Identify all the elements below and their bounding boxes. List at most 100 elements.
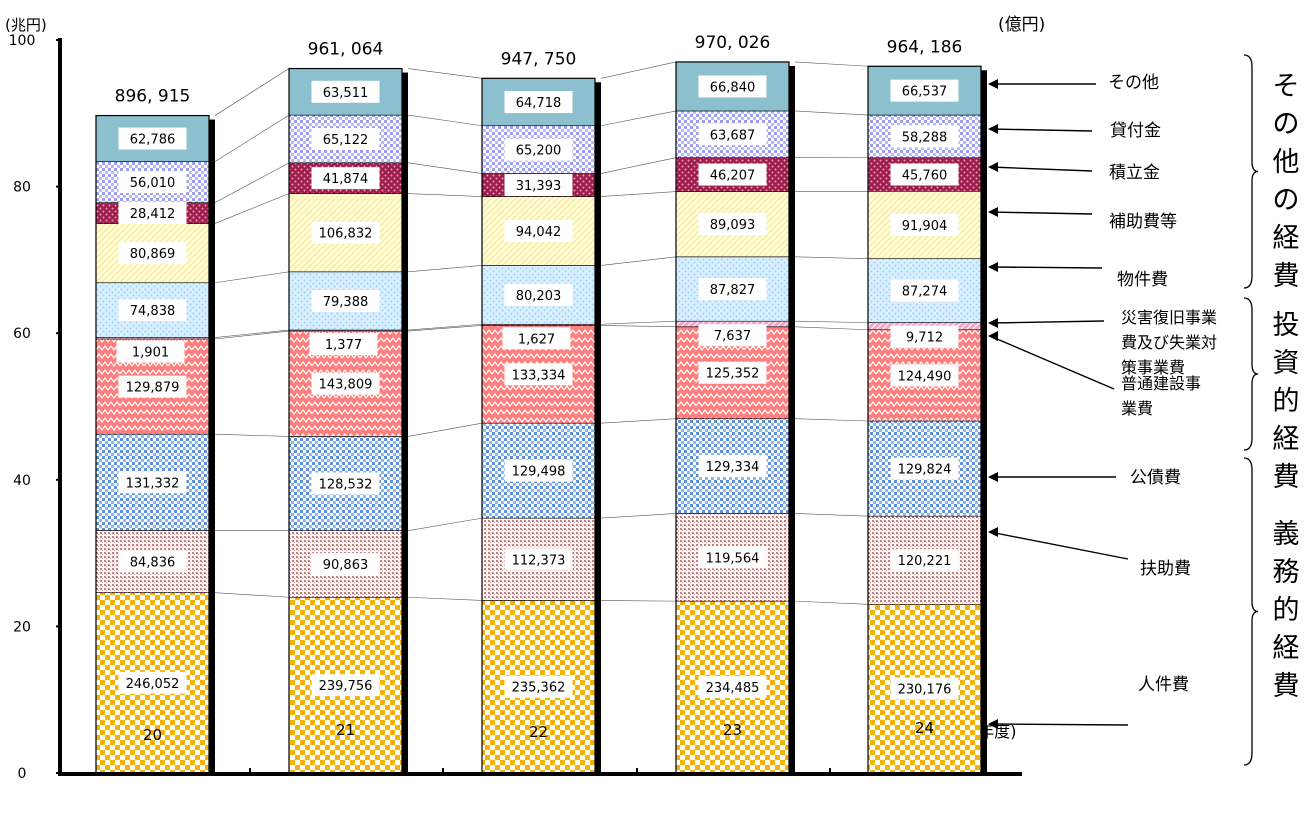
group-label-0: 費 <box>1273 261 1300 292</box>
data-label-box <box>504 675 573 698</box>
y-tick-label: 0 <box>18 766 27 782</box>
value-unit-label: (億円) <box>998 15 1045 35</box>
data-label-0-3: 234,485 <box>706 681 760 696</box>
bar-shadow <box>595 82 601 775</box>
data-label-box <box>698 163 767 186</box>
data-label-1-4: 120,221 <box>898 554 952 569</box>
connector-line <box>407 596 483 601</box>
data-label-4-2: 1,627 <box>518 332 555 347</box>
data-label-8-2: 65,200 <box>516 144 562 159</box>
group-label-2: 的 <box>1273 595 1300 626</box>
data-label-box <box>118 171 187 194</box>
data-label-box <box>118 375 187 398</box>
connector-line <box>407 323 483 331</box>
data-label-8-0: 56,010 <box>130 176 176 191</box>
data-label-box <box>311 167 380 190</box>
data-label-9-0: 62,786 <box>130 133 176 148</box>
data-label-2-2: 129,498 <box>512 465 566 480</box>
legend-arrowhead <box>988 79 998 89</box>
group-label-1: 経 <box>1273 424 1300 455</box>
data-label-box <box>698 676 767 699</box>
connector-line <box>600 418 677 424</box>
legend-label-1: 貸付金 <box>1110 121 1161 141</box>
data-label-box <box>118 242 187 265</box>
bar-shadow <box>402 72 408 775</box>
axes-layer: 0 20 40 60 80 100 20 21 22 23 24 <box>9 33 1022 782</box>
connector-line <box>407 193 483 197</box>
data-label-box <box>698 123 767 146</box>
legend-label-3: 補助費等 <box>1109 212 1177 232</box>
connector-line <box>794 320 869 323</box>
data-label-3-0: 129,879 <box>126 381 180 396</box>
data-label-1-1: 90,863 <box>323 558 369 573</box>
data-label-box <box>698 75 767 98</box>
data-label-box <box>698 324 767 347</box>
connector-line <box>794 600 869 605</box>
group-label-0: の <box>1273 185 1300 216</box>
y-unit-label: (兆円) <box>5 16 47 34</box>
connector-line <box>214 193 290 224</box>
data-label-box <box>890 457 959 480</box>
data-label-box <box>311 372 380 395</box>
group-brace <box>1243 54 1259 289</box>
legend-arrowhead <box>988 162 998 172</box>
connector-line <box>600 157 677 174</box>
bar-total-3: 970, 026 <box>695 33 771 53</box>
legend-label-5: 策事業費 <box>1121 358 1185 377</box>
data-label-9-2: 64,718 <box>516 96 562 111</box>
data-label-box <box>698 213 767 236</box>
data-label-box <box>311 289 380 312</box>
data-label-0-2: 235,362 <box>512 681 566 696</box>
group-label-0: 他 <box>1273 147 1300 178</box>
data-label-5-2: 80,203 <box>516 289 562 304</box>
data-label-box <box>698 278 767 301</box>
data-label-7-0: 28,412 <box>130 207 176 222</box>
connector-line <box>600 191 677 197</box>
data-label-box <box>118 127 187 150</box>
legend-label-6: 業費 <box>1121 399 1153 418</box>
legend-label-5: 費及び失業対 <box>1121 333 1217 352</box>
connector-lines <box>214 61 869 605</box>
data-label-6-0: 80,869 <box>130 247 176 262</box>
group-label-1: 的 <box>1273 386 1300 417</box>
group-brace <box>1243 297 1259 451</box>
data-label-4-3: 7,637 <box>714 329 751 344</box>
legend-arrowhead <box>988 719 998 729</box>
group-label-0: 経 <box>1273 223 1300 254</box>
data-label-box <box>698 546 767 569</box>
bar-total-4: 964, 186 <box>887 37 963 57</box>
data-label-box <box>118 671 187 694</box>
connector-line <box>407 114 483 127</box>
group-label-1: 費 <box>1273 462 1300 493</box>
legend-arrowhead <box>988 262 998 272</box>
group-label-2: 義 <box>1273 519 1300 550</box>
data-label-2-1: 128,532 <box>319 478 373 493</box>
data-label-4-1: 1,377 <box>325 338 362 353</box>
data-label-2-0: 131,332 <box>126 476 180 491</box>
legend-arrowhead <box>988 124 998 134</box>
legend-arrowhead <box>988 318 998 328</box>
legend-arrow <box>989 320 1105 324</box>
bar-shadow <box>209 119 215 776</box>
connector-line <box>794 256 869 259</box>
data-label-6-4: 91,904 <box>902 219 948 234</box>
data-label-4-4: 9,712 <box>906 331 943 346</box>
legend-arrow <box>989 723 1129 726</box>
x-tick-label: 24 <box>915 719 934 737</box>
connector-line <box>407 422 483 437</box>
legend-arrow <box>989 531 1129 560</box>
connector-line <box>407 265 483 273</box>
data-label-box <box>890 677 959 700</box>
y-tick-label: 20 <box>13 619 31 635</box>
data-label-1-2: 112,373 <box>512 553 566 568</box>
connector-line <box>600 320 677 325</box>
data-label-box <box>504 363 573 386</box>
group-brace <box>1243 457 1259 766</box>
connector-line <box>214 271 290 284</box>
x-tick-label: 20 <box>143 726 162 744</box>
connector-line <box>600 61 677 79</box>
data-label-8-1: 65,122 <box>323 133 369 148</box>
x-tick-label: 23 <box>723 721 742 739</box>
data-label-2-3: 129,334 <box>706 460 760 475</box>
data-label-box <box>311 80 380 103</box>
